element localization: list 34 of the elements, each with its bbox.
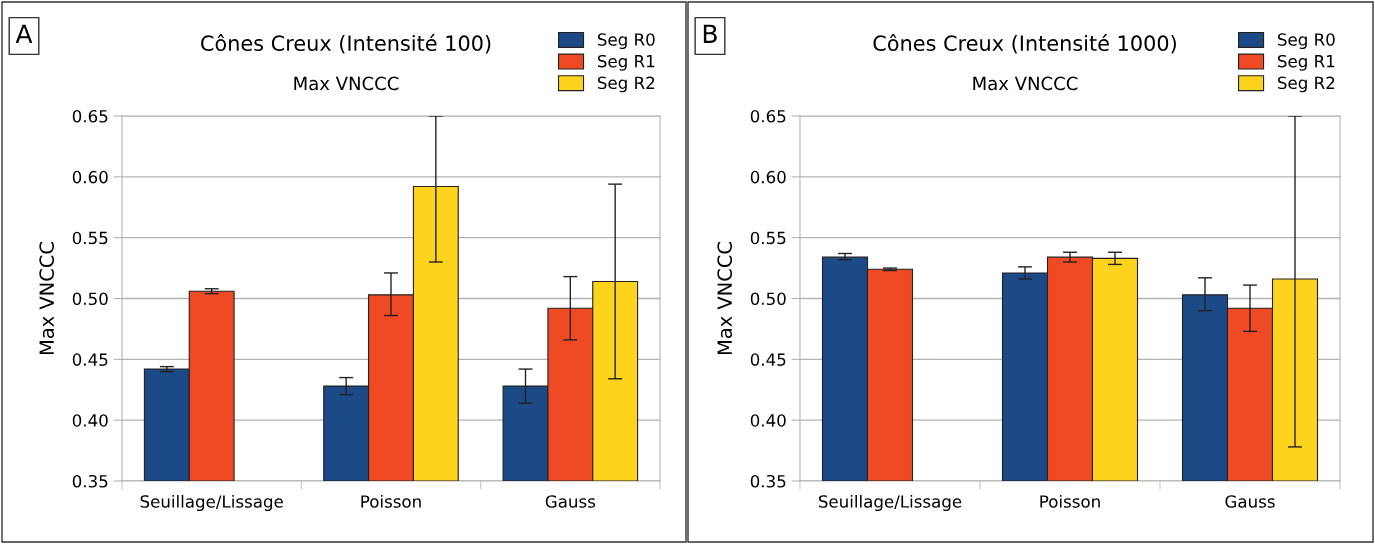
text: A	[15, 24, 33, 43]
x-tick-label: Gauss	[545, 495, 596, 508]
y-axis-title: Max VNCCC	[39, 242, 55, 355]
y-tick-label: 0.40	[750, 414, 786, 427]
y-tick-label: 0.35	[72, 474, 108, 488]
legend-label: Seg R1	[1278, 54, 1335, 71]
y-axis-title: Max VNCCC	[717, 242, 733, 355]
y-tick-label: 0.60	[750, 170, 786, 184]
legend-label: Seg R2	[1278, 76, 1335, 93]
y-tick-label: 0.45	[72, 353, 108, 366]
chart-subtitle: Max VNCCC	[294, 76, 399, 91]
x-tick-label: Poisson	[361, 494, 421, 508]
x-tick-label: Seuillage/Lissage	[140, 494, 283, 512]
y-tick-label: 0.50	[750, 292, 786, 306]
y-tick-label: 0.65	[750, 109, 786, 123]
y-tick-label: 0.40	[72, 414, 108, 427]
x-tick-label: Poisson	[1040, 494, 1100, 508]
chart-title: Cônes Creux (Intensité 1000)	[873, 34, 1176, 54]
legend-label: Seg R0	[597, 33, 655, 50]
legend-label: Seg R0	[1278, 33, 1335, 50]
legend-label: Seg R2	[597, 76, 655, 93]
y-tick-label: 0.55	[72, 231, 108, 245]
text: B	[703, 24, 717, 43]
chart-subtitle: Max VNCCC	[973, 76, 1078, 91]
chart-title: Cônes Creux (Intensité 100)	[201, 34, 491, 54]
x-tick-label: Seuillage/Lissage	[818, 494, 962, 512]
y-tick-label: 0.45	[750, 353, 786, 366]
y-tick-label: 0.65	[72, 109, 108, 123]
y-tick-label: 0.60	[72, 170, 108, 184]
y-tick-label: 0.50	[72, 292, 108, 306]
y-tick-label: 0.55	[750, 231, 786, 245]
y-tick-label: 0.35	[750, 474, 786, 488]
legend-label: Seg R1	[597, 54, 655, 71]
x-tick-label: Gauss	[1225, 495, 1275, 508]
